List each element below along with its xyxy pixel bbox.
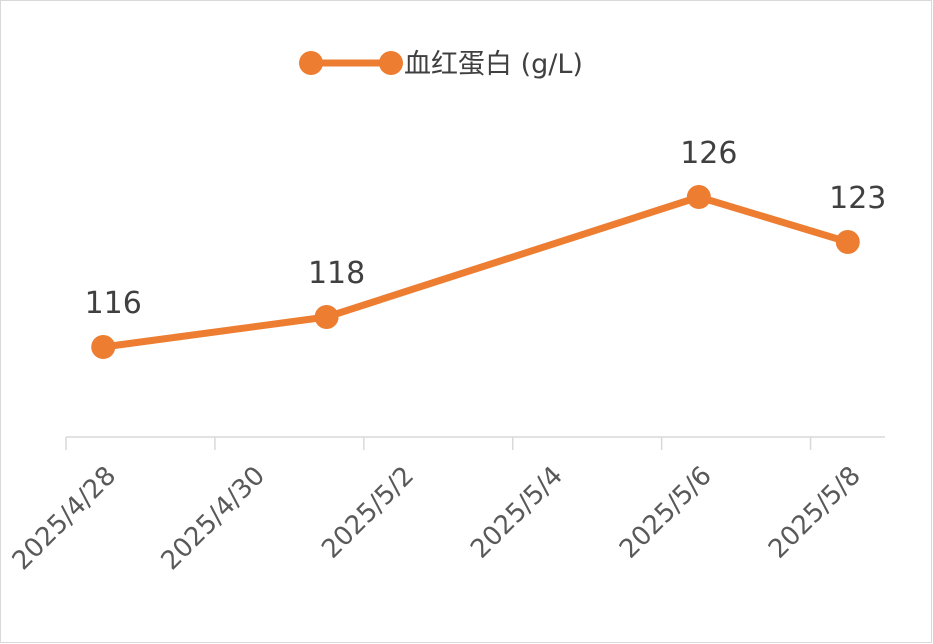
data-label: 126 (680, 136, 737, 171)
legend-label: 血红蛋白 (g/L) (404, 49, 583, 80)
data-point (314, 305, 339, 329)
data-label: 116 (85, 286, 142, 321)
data-label: 123 (829, 181, 886, 216)
legend-marker (379, 51, 403, 75)
data-point (686, 185, 711, 209)
data-label: 118 (308, 256, 365, 291)
data-point (91, 335, 116, 359)
data-point (835, 230, 860, 254)
series-line (102, 193, 849, 351)
legend-marker (299, 51, 323, 75)
